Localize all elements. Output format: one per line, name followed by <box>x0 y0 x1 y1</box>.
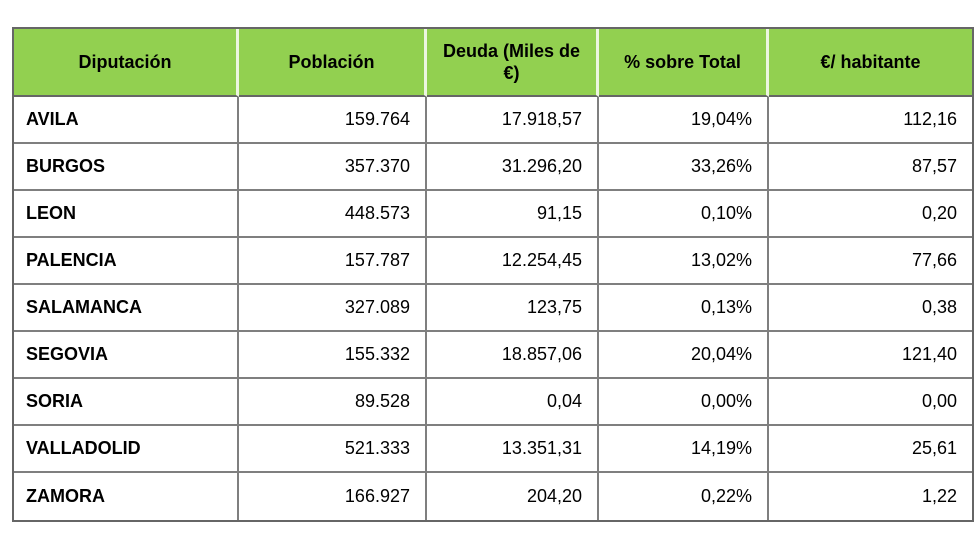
value-cell-eur-por-habitante: 0,00 <box>769 379 972 426</box>
value-cell-deuda-miles-eur: 204,20 <box>427 473 599 520</box>
value-cell-poblacion: 166.927 <box>239 473 427 520</box>
row-label-cell: AVILA <box>14 97 239 144</box>
value-cell-pct-sobre-total: 0,10% <box>599 191 769 238</box>
row-label-cell: PALENCIA <box>14 238 239 285</box>
value-cell-deuda-miles-eur: 18.857,06 <box>427 332 599 379</box>
row-label-cell: SALAMANCA <box>14 285 239 332</box>
table-row: ZAMORA 166.927 204,20 0,22% 1,22 <box>14 473 972 520</box>
table-row: SALAMANCA 327.089 123,75 0,13% 0,38 <box>14 285 972 332</box>
column-header-diputacion: Diputación <box>14 29 239 97</box>
column-header-eur-por-habitante: €/ habitante <box>769 29 972 97</box>
value-cell-pct-sobre-total: 14,19% <box>599 426 769 473</box>
table-row: BURGOS 357.370 31.296,20 33,26% 87,57 <box>14 144 972 191</box>
value-cell-poblacion: 157.787 <box>239 238 427 285</box>
column-header-poblacion: Población <box>239 29 427 97</box>
value-cell-eur-por-habitante: 0,20 <box>769 191 972 238</box>
value-cell-deuda-miles-eur: 31.296,20 <box>427 144 599 191</box>
value-cell-deuda-miles-eur: 123,75 <box>427 285 599 332</box>
value-cell-poblacion: 357.370 <box>239 144 427 191</box>
header-row: Diputación Población Deuda (Miles de €)% s… <box>14 29 972 97</box>
value-cell-pct-sobre-total: 0,13% <box>599 285 769 332</box>
value-cell-poblacion: 521.333 <box>239 426 427 473</box>
value-cell-deuda-miles-eur: 0,04 <box>427 379 599 426</box>
provincial-debt-table: Diputación Población Deuda (Miles de €)% s… <box>12 27 974 522</box>
table-row: LEON 448.573 91,15 0,10% 0,20 <box>14 191 972 238</box>
value-cell-eur-por-habitante: 1,22 <box>769 473 972 520</box>
table-row: SORIA 89.528 0,04 0,00% 0,00 <box>14 379 972 426</box>
value-cell-eur-por-habitante: 121,40 <box>769 332 972 379</box>
value-cell-eur-por-habitante: 112,16 <box>769 97 972 144</box>
value-cell-pct-sobre-total: 19,04% <box>599 97 769 144</box>
table-header: Diputación Población Deuda (Miles de €)% s… <box>14 29 972 97</box>
row-label-cell: ZAMORA <box>14 473 239 520</box>
value-cell-pct-sobre-total: 0,22% <box>599 473 769 520</box>
table-row: SEGOVIA 155.332 18.857,06 20,04% 121,40 <box>14 332 972 379</box>
table-row: VALLADOLID 521.333 13.351,31 14,19% 25,61 <box>14 426 972 473</box>
table-body: AVILA 159.764 17.918,57 19,04% 112,16 BURGOS 3… <box>14 97 972 520</box>
row-label-cell: LEON <box>14 191 239 238</box>
value-cell-pct-sobre-total: 33,26% <box>599 144 769 191</box>
row-label-cell: SEGOVIA <box>14 332 239 379</box>
row-label-cell: SORIA <box>14 379 239 426</box>
value-cell-pct-sobre-total: 20,04% <box>599 332 769 379</box>
value-cell-pct-sobre-total: 0,00% <box>599 379 769 426</box>
table-row: AVILA 159.764 17.918,57 19,04% 112,16 <box>14 97 972 144</box>
row-label-cell: BURGOS <box>14 144 239 191</box>
value-cell-poblacion: 448.573 <box>239 191 427 238</box>
value-cell-poblacion: 89.528 <box>239 379 427 426</box>
value-cell-eur-por-habitante: 77,66 <box>769 238 972 285</box>
value-cell-eur-por-habitante: 25,61 <box>769 426 972 473</box>
value-cell-poblacion: 155.332 <box>239 332 427 379</box>
value-cell-deuda-miles-eur: 91,15 <box>427 191 599 238</box>
value-cell-deuda-miles-eur: 13.351,31 <box>427 426 599 473</box>
column-header-pct-sobre-total: % sobre Total <box>599 29 769 97</box>
table-row: PALENCIA 157.787 12.254,45 13,02% 77,66 <box>14 238 972 285</box>
value-cell-poblacion: 159.764 <box>239 97 427 144</box>
value-cell-eur-por-habitante: 0,38 <box>769 285 972 332</box>
value-cell-deuda-miles-eur: 17.918,57 <box>427 97 599 144</box>
row-label-cell: VALLADOLID <box>14 426 239 473</box>
value-cell-pct-sobre-total: 13,02% <box>599 238 769 285</box>
value-cell-poblacion: 327.089 <box>239 285 427 332</box>
column-header-deuda-miles-eur: Deuda (Miles de €) <box>427 29 599 97</box>
value-cell-deuda-miles-eur: 12.254,45 <box>427 238 599 285</box>
value-cell-eur-por-habitante: 87,57 <box>769 144 972 191</box>
